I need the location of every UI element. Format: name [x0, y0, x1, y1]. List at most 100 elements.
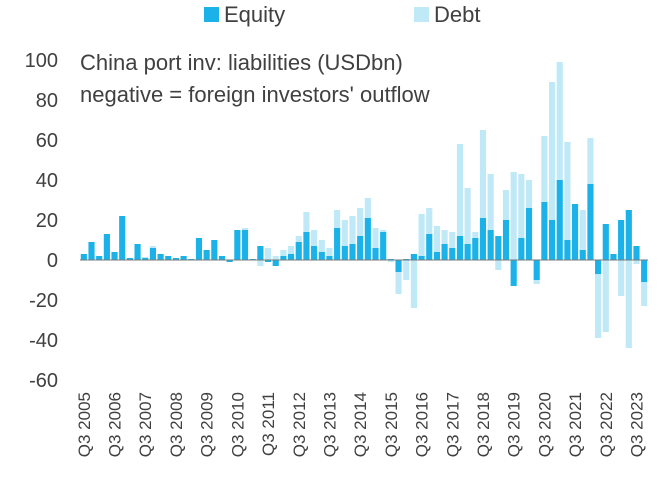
x-tick-label: Q3 2021 — [566, 392, 585, 457]
bar-debt-25 — [272, 256, 279, 260]
bar-equity-70 — [618, 220, 625, 260]
bar-debt-63 — [564, 142, 571, 240]
bar-equity-7 — [134, 244, 141, 260]
bar-equity-41 — [395, 260, 402, 272]
bar-debt-65 — [579, 210, 586, 250]
bar-debt-73 — [641, 282, 648, 306]
bar-equity-19 — [226, 260, 233, 262]
x-tick-label: Q3 2016 — [413, 392, 432, 457]
x-tick-label: Q3 2013 — [320, 392, 339, 457]
x-tick-label: Q3 2012 — [290, 392, 309, 457]
bar-debt-40 — [387, 260, 394, 262]
bar-equity-23 — [257, 246, 264, 260]
bar-equity-50 — [464, 244, 471, 260]
bar-debt-39 — [380, 230, 387, 232]
bar-debt-45 — [426, 208, 433, 234]
bar-debt-62 — [556, 62, 563, 180]
x-axis: Q3 2005 Q3 2006 Q3 2007 Q3 2008 Q3 2009 Q3 20… — [75, 392, 647, 457]
chart-annotation-line-1: China port inv: liabilities (USDbn) — [80, 50, 403, 75]
bar-debt-58 — [525, 180, 533, 208]
bar-debt-32 — [326, 248, 333, 256]
bar-equity-47 — [441, 244, 448, 260]
x-tick-label: Q3 2020 — [535, 392, 554, 457]
y-tick-label: -40 — [29, 330, 58, 352]
chart-annotation-line-2: negative = foreign investors' outflow — [80, 82, 430, 107]
bar-equity-52 — [479, 218, 487, 260]
bar-equity-24 — [264, 260, 272, 262]
bar-equity-69 — [610, 254, 617, 260]
bar-equity-8 — [142, 258, 149, 260]
bar-equity-31 — [318, 252, 325, 260]
bar-equity-9 — [149, 248, 156, 260]
y-tick-label: 40 — [36, 170, 58, 192]
bar-debt-54 — [495, 260, 502, 270]
bar-equity-20 — [234, 230, 241, 260]
bar-debt-34 — [341, 220, 348, 246]
bar-equity-54 — [495, 236, 502, 260]
bar-equity-33 — [334, 228, 341, 260]
bar-equity-11 — [165, 256, 172, 260]
bar-debt-43 — [410, 260, 417, 308]
bar-equity-16 — [203, 250, 210, 260]
y-tick-label: -20 — [29, 290, 58, 312]
bar-debt-42 — [403, 260, 410, 280]
bar-debt-66 — [587, 138, 594, 184]
y-tick-label: 100 — [25, 50, 58, 72]
bar-equity-68 — [602, 224, 609, 260]
x-tick-label: Q3 2015 — [382, 392, 401, 457]
bar-debt-30 — [311, 230, 318, 246]
bar-debt-52 — [479, 130, 487, 218]
bar-debt-71 — [625, 260, 632, 348]
x-tick-label: Q3 2019 — [505, 392, 524, 457]
bar-debt-37 — [364, 198, 371, 218]
bar-equity-0 — [80, 254, 87, 260]
bar-equity-6 — [126, 258, 133, 260]
bar-debt-35 — [349, 216, 356, 244]
bar-equity-53 — [487, 230, 494, 260]
bar-debt-26 — [280, 250, 287, 256]
bar-debt-31 — [318, 240, 325, 252]
y-tick-label: 80 — [36, 90, 58, 112]
bar-debt-68 — [602, 260, 609, 332]
bar-equity-57 — [518, 238, 525, 260]
bar-equity-72 — [633, 246, 640, 260]
bar-debt-36 — [357, 208, 364, 236]
bar-equity-27 — [288, 254, 295, 260]
bar-debt-55 — [502, 190, 510, 220]
bar-equity-64 — [572, 204, 579, 260]
bar-equity-48 — [449, 248, 456, 260]
bar-equity-51 — [472, 238, 479, 260]
bar-equity-46 — [433, 252, 440, 260]
bar-debt-61 — [548, 82, 556, 220]
bar-debt-46 — [433, 226, 440, 252]
bar-equity-26 — [280, 256, 287, 260]
bar-debt-47 — [441, 230, 448, 244]
y-axis: -60 -40 -20 0 20 40 60 80 100 — [25, 50, 58, 392]
bar-equity-63 — [564, 240, 571, 260]
bar-equity-4 — [111, 252, 118, 260]
bar-equity-18 — [218, 256, 226, 260]
bar-equity-28 — [295, 242, 302, 260]
bar-equity-71 — [625, 210, 632, 260]
bar-equity-59 — [533, 260, 540, 280]
legend-swatch-debt — [414, 7, 429, 22]
bar-equity-45 — [426, 234, 433, 260]
bar-debt-21 — [241, 228, 249, 230]
x-tick-label: Q3 2008 — [167, 392, 186, 457]
bar-equity-25 — [272, 260, 279, 266]
bar-equity-65 — [579, 250, 586, 260]
bar-equity-13 — [180, 256, 187, 260]
bar-equity-3 — [103, 234, 110, 260]
bar-debt-27 — [288, 246, 295, 254]
bar-equity-49 — [456, 236, 464, 260]
bar-debt-44 — [418, 214, 425, 256]
legend-label-debt: Debt — [434, 2, 480, 27]
bar-equity-32 — [326, 256, 333, 260]
bar-debt-51 — [472, 232, 479, 238]
bar-debt-48 — [449, 232, 456, 248]
bar-equity-15 — [195, 238, 203, 260]
bar-debt-9 — [149, 246, 156, 248]
bar-equity-73 — [641, 260, 648, 282]
y-tick-label: -60 — [29, 370, 58, 392]
x-tick-label: Q3 2022 — [597, 392, 616, 457]
